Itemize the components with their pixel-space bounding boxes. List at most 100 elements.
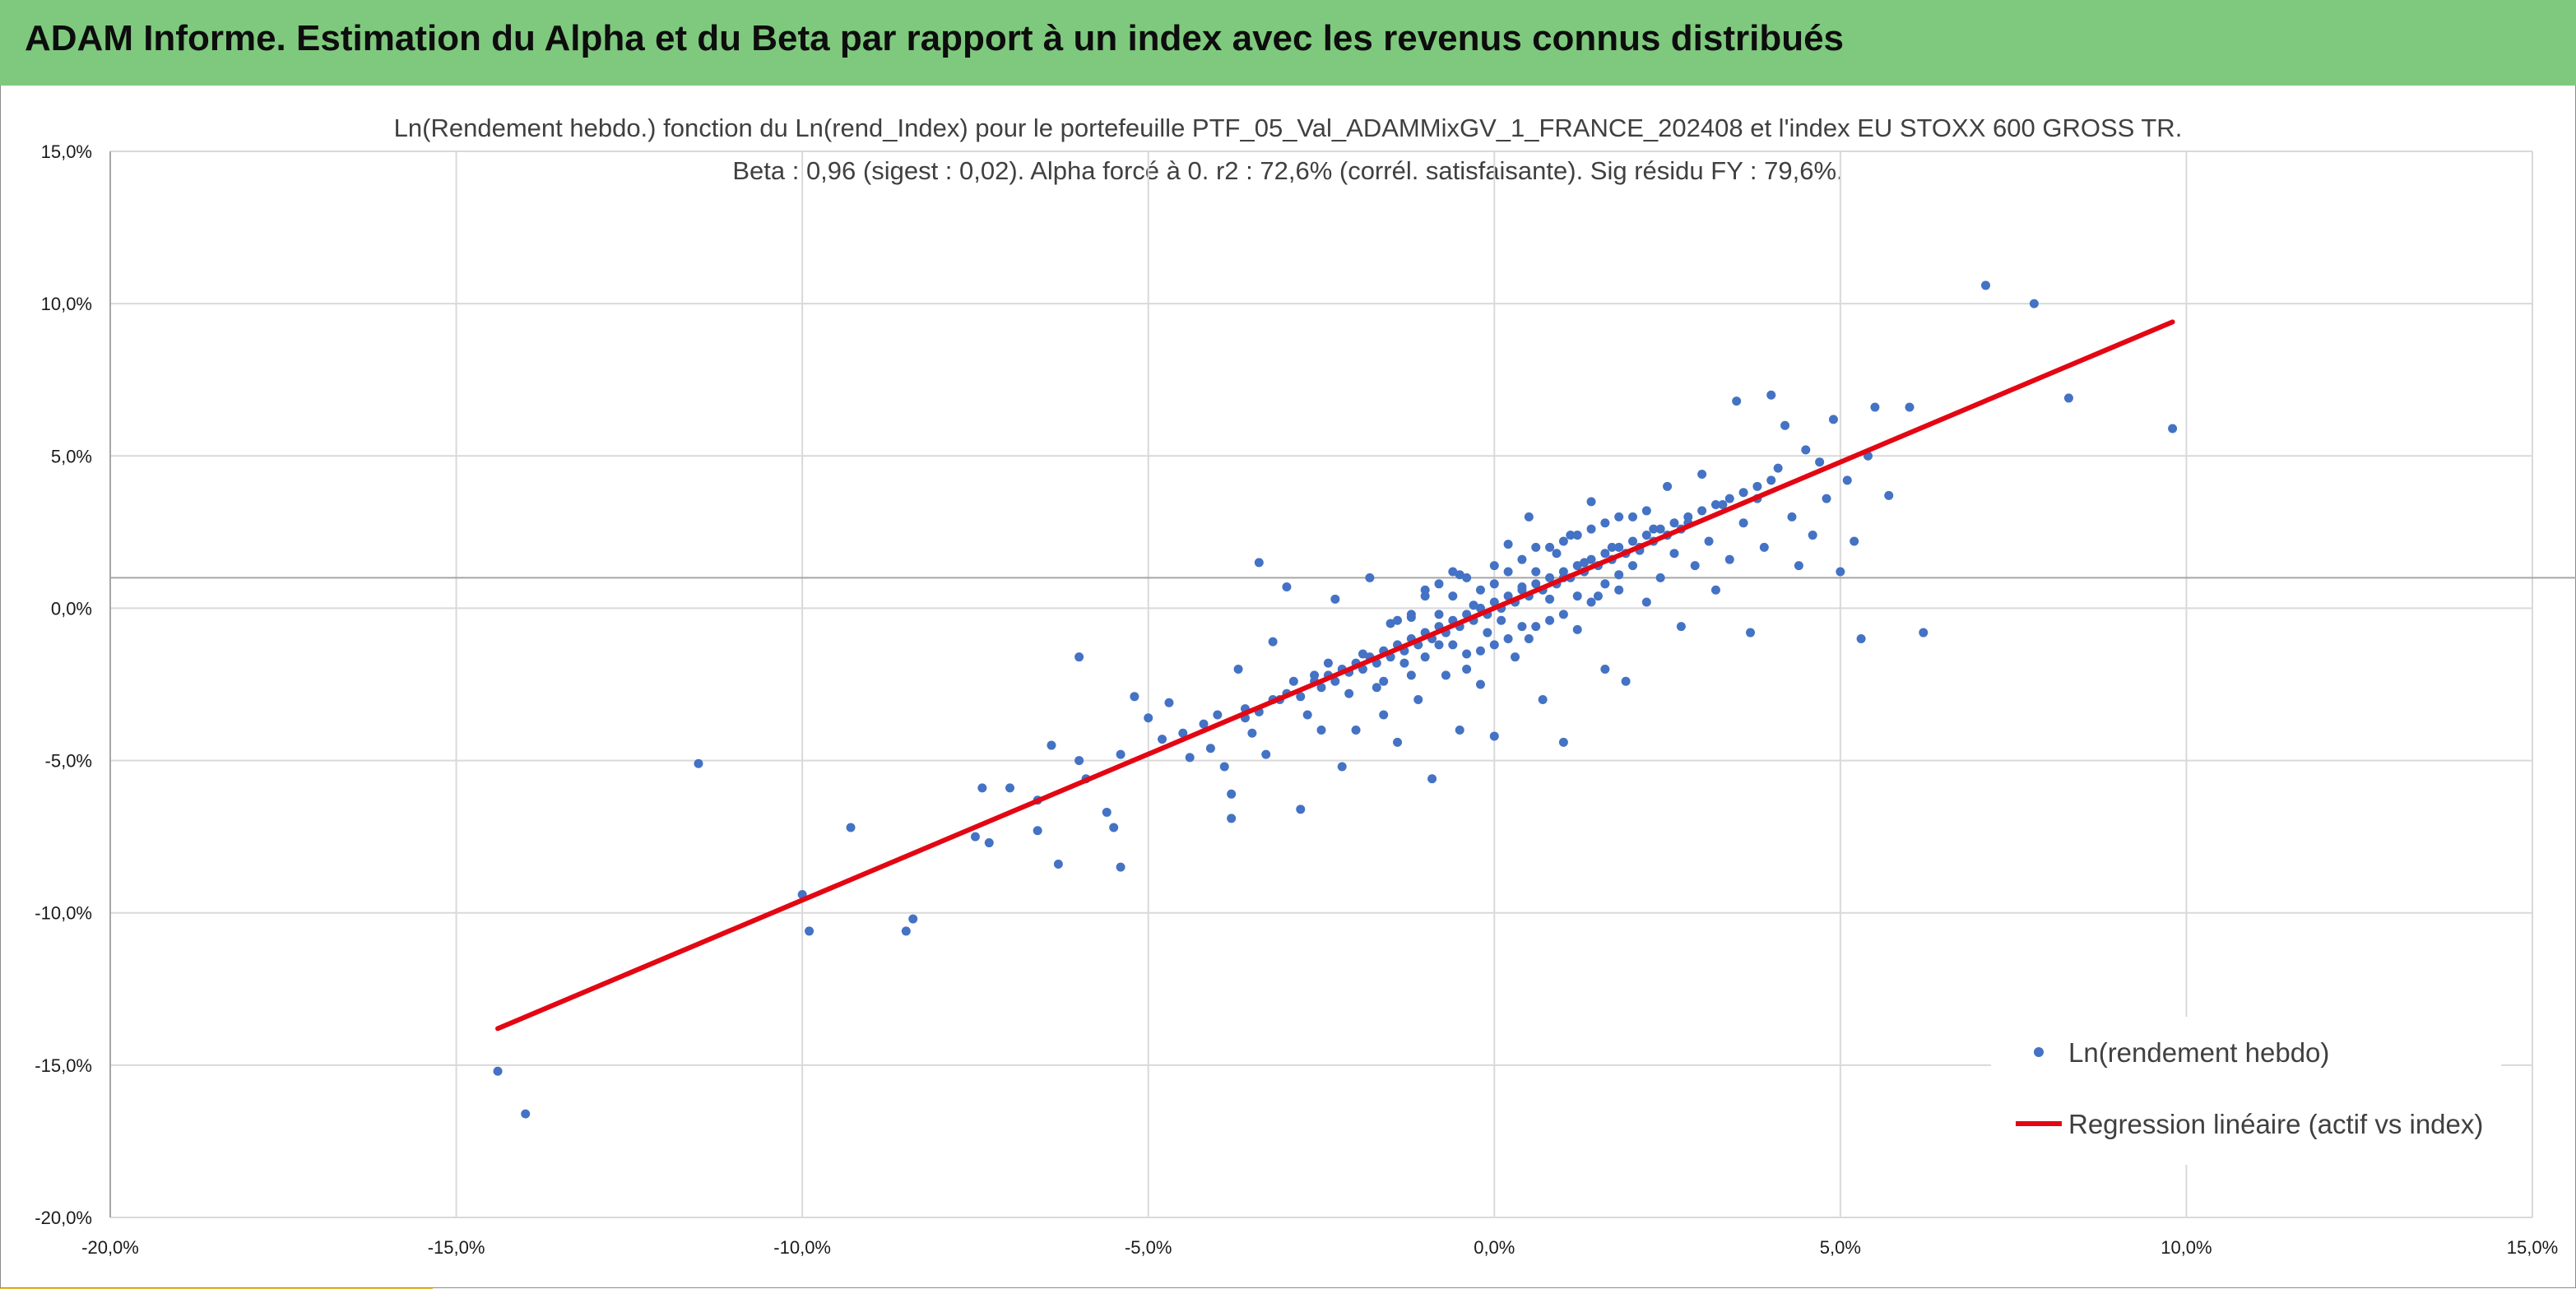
- data-point: [1379, 710, 1389, 720]
- data-point: [1572, 531, 1582, 540]
- data-point: [1593, 591, 1603, 601]
- data-point: [1724, 554, 1734, 564]
- legend-box: [1991, 1017, 2501, 1165]
- data-point: [1607, 542, 1617, 552]
- data-point: [1489, 579, 1499, 589]
- data-point: [1227, 814, 1237, 823]
- data-point: [1399, 658, 1409, 668]
- y-tick-label: -20,0%: [35, 1208, 92, 1228]
- data-point: [1531, 567, 1541, 577]
- data-point: [1448, 567, 1458, 577]
- legend-label-regression: Regression linéaire (actif vs index): [2068, 1109, 2483, 1139]
- data-point: [1690, 561, 1700, 571]
- data-point: [1227, 789, 1237, 799]
- data-point: [1489, 640, 1499, 650]
- data-point: [1704, 536, 1714, 546]
- data-point: [1628, 561, 1638, 571]
- data-point: [1462, 649, 1472, 659]
- data-point: [1517, 554, 1527, 564]
- y-tick-label: 15,0%: [41, 141, 92, 162]
- data-point: [1600, 518, 1610, 528]
- data-point: [1483, 628, 1492, 638]
- data-point: [1545, 542, 1555, 552]
- x-tick-label: 10,0%: [2161, 1237, 2212, 1258]
- data-point: [1586, 524, 1596, 534]
- data-point: [1558, 610, 1568, 619]
- data-point: [2168, 424, 2178, 434]
- x-tick-label: -10,0%: [773, 1237, 831, 1258]
- data-point: [1545, 594, 1555, 604]
- data-point: [1385, 619, 1395, 628]
- data-point: [1053, 859, 1063, 869]
- data-point: [1413, 695, 1423, 705]
- data-point: [1718, 500, 1728, 510]
- data-point: [1074, 756, 1084, 766]
- data-point: [1580, 558, 1590, 568]
- data-point: [1614, 542, 1624, 552]
- data-point: [1600, 549, 1610, 559]
- data-point: [1074, 652, 1084, 662]
- data-point: [1884, 490, 1894, 500]
- data-point: [1545, 573, 1555, 582]
- data-point: [1441, 670, 1450, 680]
- data-point: [1600, 664, 1610, 674]
- data-point: [1614, 512, 1624, 522]
- y-tick-label: 0,0%: [51, 598, 92, 619]
- data-point: [2063, 393, 2073, 403]
- data-point: [1586, 497, 1596, 507]
- data-point: [1102, 808, 1112, 818]
- data-point: [1469, 600, 1478, 610]
- data-point: [1655, 573, 1665, 582]
- data-point: [1268, 637, 1278, 647]
- x-tick-label: -20,0%: [81, 1237, 139, 1258]
- data-point: [1669, 518, 1679, 528]
- data-point: [1572, 591, 1582, 601]
- data-point: [1641, 531, 1651, 540]
- data-point: [2029, 299, 2039, 308]
- data-point: [1358, 649, 1367, 659]
- data-point: [1697, 470, 1707, 480]
- data-point: [1566, 531, 1576, 540]
- data-point: [1836, 567, 1845, 577]
- page-title: ADAM Informe. Estimation du Alpha et du …: [25, 18, 1845, 58]
- tick-labels: -20,0% -15,0% -10,0% -5,0% 0,0% 5,0% 10,0% 15,0…: [35, 141, 2558, 1258]
- chart-title: Ln(Rendement hebdo.) fonction du Ln(rend…: [393, 114, 2183, 142]
- data-point: [1448, 640, 1458, 650]
- data-point: [901, 926, 911, 936]
- data-point: [970, 832, 980, 842]
- data-point: [1517, 585, 1527, 595]
- data-point: [1199, 719, 1209, 729]
- data-point: [1773, 463, 1783, 473]
- data-point: [1213, 710, 1223, 720]
- data-point: [977, 783, 987, 793]
- data-point: [1296, 804, 1306, 814]
- data-point: [1489, 597, 1499, 607]
- data-point: [1980, 281, 1990, 290]
- data-point: [1489, 731, 1499, 741]
- data-point: [1316, 683, 1326, 693]
- data-point: [1489, 561, 1499, 571]
- data-point: [1552, 549, 1562, 559]
- data-point: [1365, 573, 1375, 582]
- data-point: [1434, 640, 1444, 650]
- data-point: [1288, 676, 1298, 686]
- data-point: [1393, 615, 1403, 625]
- data-point: [1669, 549, 1679, 559]
- data-point: [1455, 726, 1464, 735]
- data-point: [1919, 628, 1929, 638]
- data-point: [984, 838, 994, 848]
- data-point: [1524, 633, 1534, 643]
- data-point: [1462, 573, 1472, 582]
- data-point: [1047, 740, 1056, 750]
- data-point: [1379, 676, 1389, 686]
- data-point: [1683, 512, 1693, 522]
- data-point: [1261, 749, 1271, 759]
- data-point: [521, 1109, 531, 1119]
- data-point: [1628, 536, 1638, 546]
- data-point: [1600, 579, 1610, 589]
- data-point: [1558, 536, 1568, 546]
- data-point: [1545, 615, 1555, 625]
- x-tick-label: -15,0%: [428, 1237, 485, 1258]
- data-point: [1316, 726, 1326, 735]
- data-point: [1393, 737, 1403, 747]
